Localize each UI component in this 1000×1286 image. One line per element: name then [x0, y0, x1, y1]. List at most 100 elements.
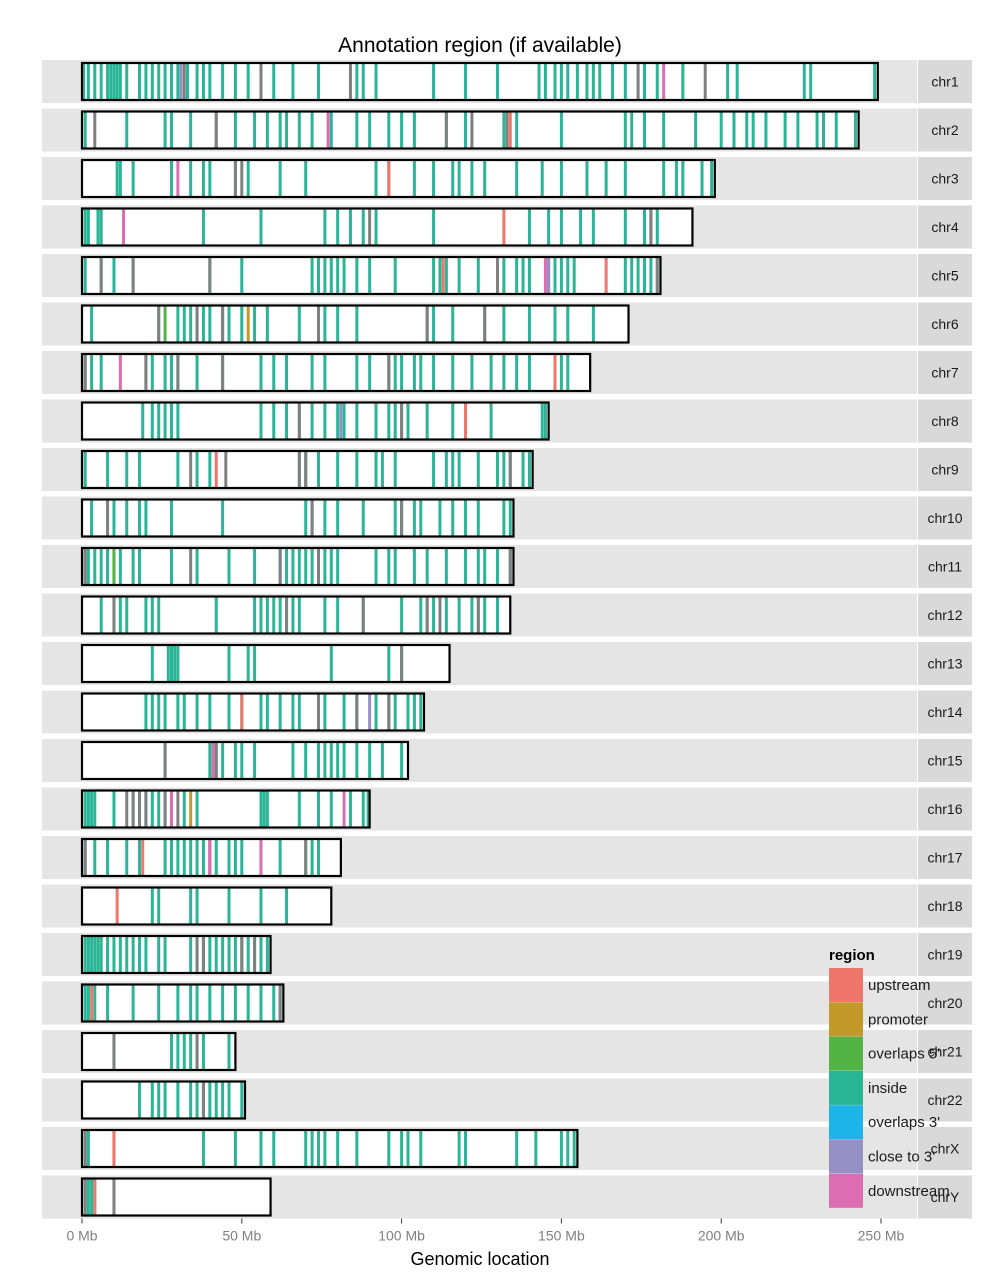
band-inside: [138, 63, 142, 100]
band-na: [83, 1130, 87, 1167]
band-downstream: [208, 839, 212, 876]
band-inside: [732, 111, 736, 149]
band-inside: [380, 451, 384, 488]
band-inside: [221, 1081, 225, 1119]
band-inside: [246, 936, 250, 973]
band-inside: [82, 63, 86, 100]
band-na: [221, 305, 225, 343]
band-inside: [310, 354, 314, 391]
band-inside: [99, 596, 103, 634]
band-inside: [336, 257, 340, 294]
band-na: [348, 63, 352, 100]
band-inside: [329, 111, 333, 149]
facet-label: chr17: [927, 850, 962, 866]
band-inside: [432, 257, 436, 294]
band-na: [703, 63, 707, 100]
chromosome-row-chr2: chr2: [42, 108, 972, 152]
band-inside: [579, 208, 583, 246]
band-inside: [227, 839, 231, 876]
band-inside: [195, 839, 199, 876]
band-inside: [374, 548, 378, 585]
band-inside: [527, 451, 531, 488]
band-inside: [419, 354, 423, 391]
band-inside: [208, 160, 212, 197]
band-upstream: [112, 1130, 116, 1167]
band-inside: [163, 63, 167, 100]
legend: region upstream promoter overlaps 5' inside o…: [829, 947, 950, 1208]
band-inside: [412, 499, 416, 537]
band-inside: [310, 257, 314, 294]
band-inside: [189, 887, 193, 925]
chromosome-body: [82, 839, 341, 876]
band-inside: [611, 63, 615, 100]
facet-strip: [918, 254, 972, 297]
band-inside: [543, 63, 547, 100]
band-inside: [393, 693, 397, 731]
band-na: [176, 354, 180, 391]
band-inside: [214, 1081, 218, 1119]
chromosome-outline: [80, 1031, 237, 1072]
band-upstream: [240, 693, 244, 731]
band-inside: [572, 1130, 576, 1167]
band-inside: [227, 887, 231, 925]
band-inside: [489, 354, 493, 391]
band-inside: [233, 839, 237, 876]
band-inside: [655, 208, 659, 246]
band-inside: [265, 936, 269, 973]
band-inside: [317, 451, 321, 488]
band-inside: [221, 984, 225, 1022]
band-inside: [195, 354, 199, 391]
chromosome-body: [82, 548, 514, 585]
band-inside: [90, 499, 94, 537]
band-inside: [387, 111, 391, 149]
band-inside: [425, 402, 429, 440]
band-inside: [361, 790, 365, 828]
band-na: [400, 499, 404, 537]
band-inside: [502, 354, 506, 391]
band-inside: [361, 499, 365, 537]
band-inside: [157, 936, 161, 973]
band-inside: [99, 548, 103, 585]
band-inside: [176, 839, 180, 876]
band-inside: [662, 160, 666, 197]
band-na: [317, 693, 321, 731]
x-tick-label: 150 Mb: [538, 1228, 585, 1244]
band-inside: [527, 257, 531, 294]
chromosome-outline: [80, 110, 860, 150]
band-inside: [515, 111, 519, 149]
band-promoter: [189, 790, 193, 828]
band-downstream: [342, 790, 346, 828]
band-inside: [700, 160, 704, 197]
band-inside: [169, 645, 173, 682]
facet-strip: [918, 981, 972, 1025]
band-inside: [272, 354, 276, 391]
band-inside: [406, 1130, 410, 1167]
band-inside: [93, 984, 97, 1022]
band-inside: [189, 839, 193, 876]
chromosome-outline: [80, 789, 371, 829]
facet-strip: [918, 157, 972, 200]
band-inside: [90, 305, 94, 343]
chromosome-row-chr7: chr7: [42, 351, 972, 394]
band-inside: [336, 208, 340, 246]
band-inside: [323, 742, 327, 779]
band-inside: [106, 936, 110, 973]
band-inside: [278, 693, 282, 731]
band-inside: [572, 257, 576, 294]
chromosome-outline: [80, 449, 534, 490]
band-inside: [278, 160, 282, 197]
band-inside: [336, 596, 340, 634]
band-inside: [169, 548, 173, 585]
band-inside: [432, 305, 436, 343]
band-inside: [141, 402, 145, 440]
band-inside: [272, 402, 276, 440]
chromosome-outline: [80, 643, 451, 684]
chromosome-row-chr9: chr9: [42, 448, 972, 491]
band-inside: [112, 257, 116, 294]
band-inside: [815, 111, 819, 149]
band-inside: [99, 354, 103, 391]
band-inside: [150, 887, 154, 925]
band-na: [240, 936, 244, 973]
legend-key: [829, 1070, 863, 1105]
band-inside: [521, 257, 525, 294]
